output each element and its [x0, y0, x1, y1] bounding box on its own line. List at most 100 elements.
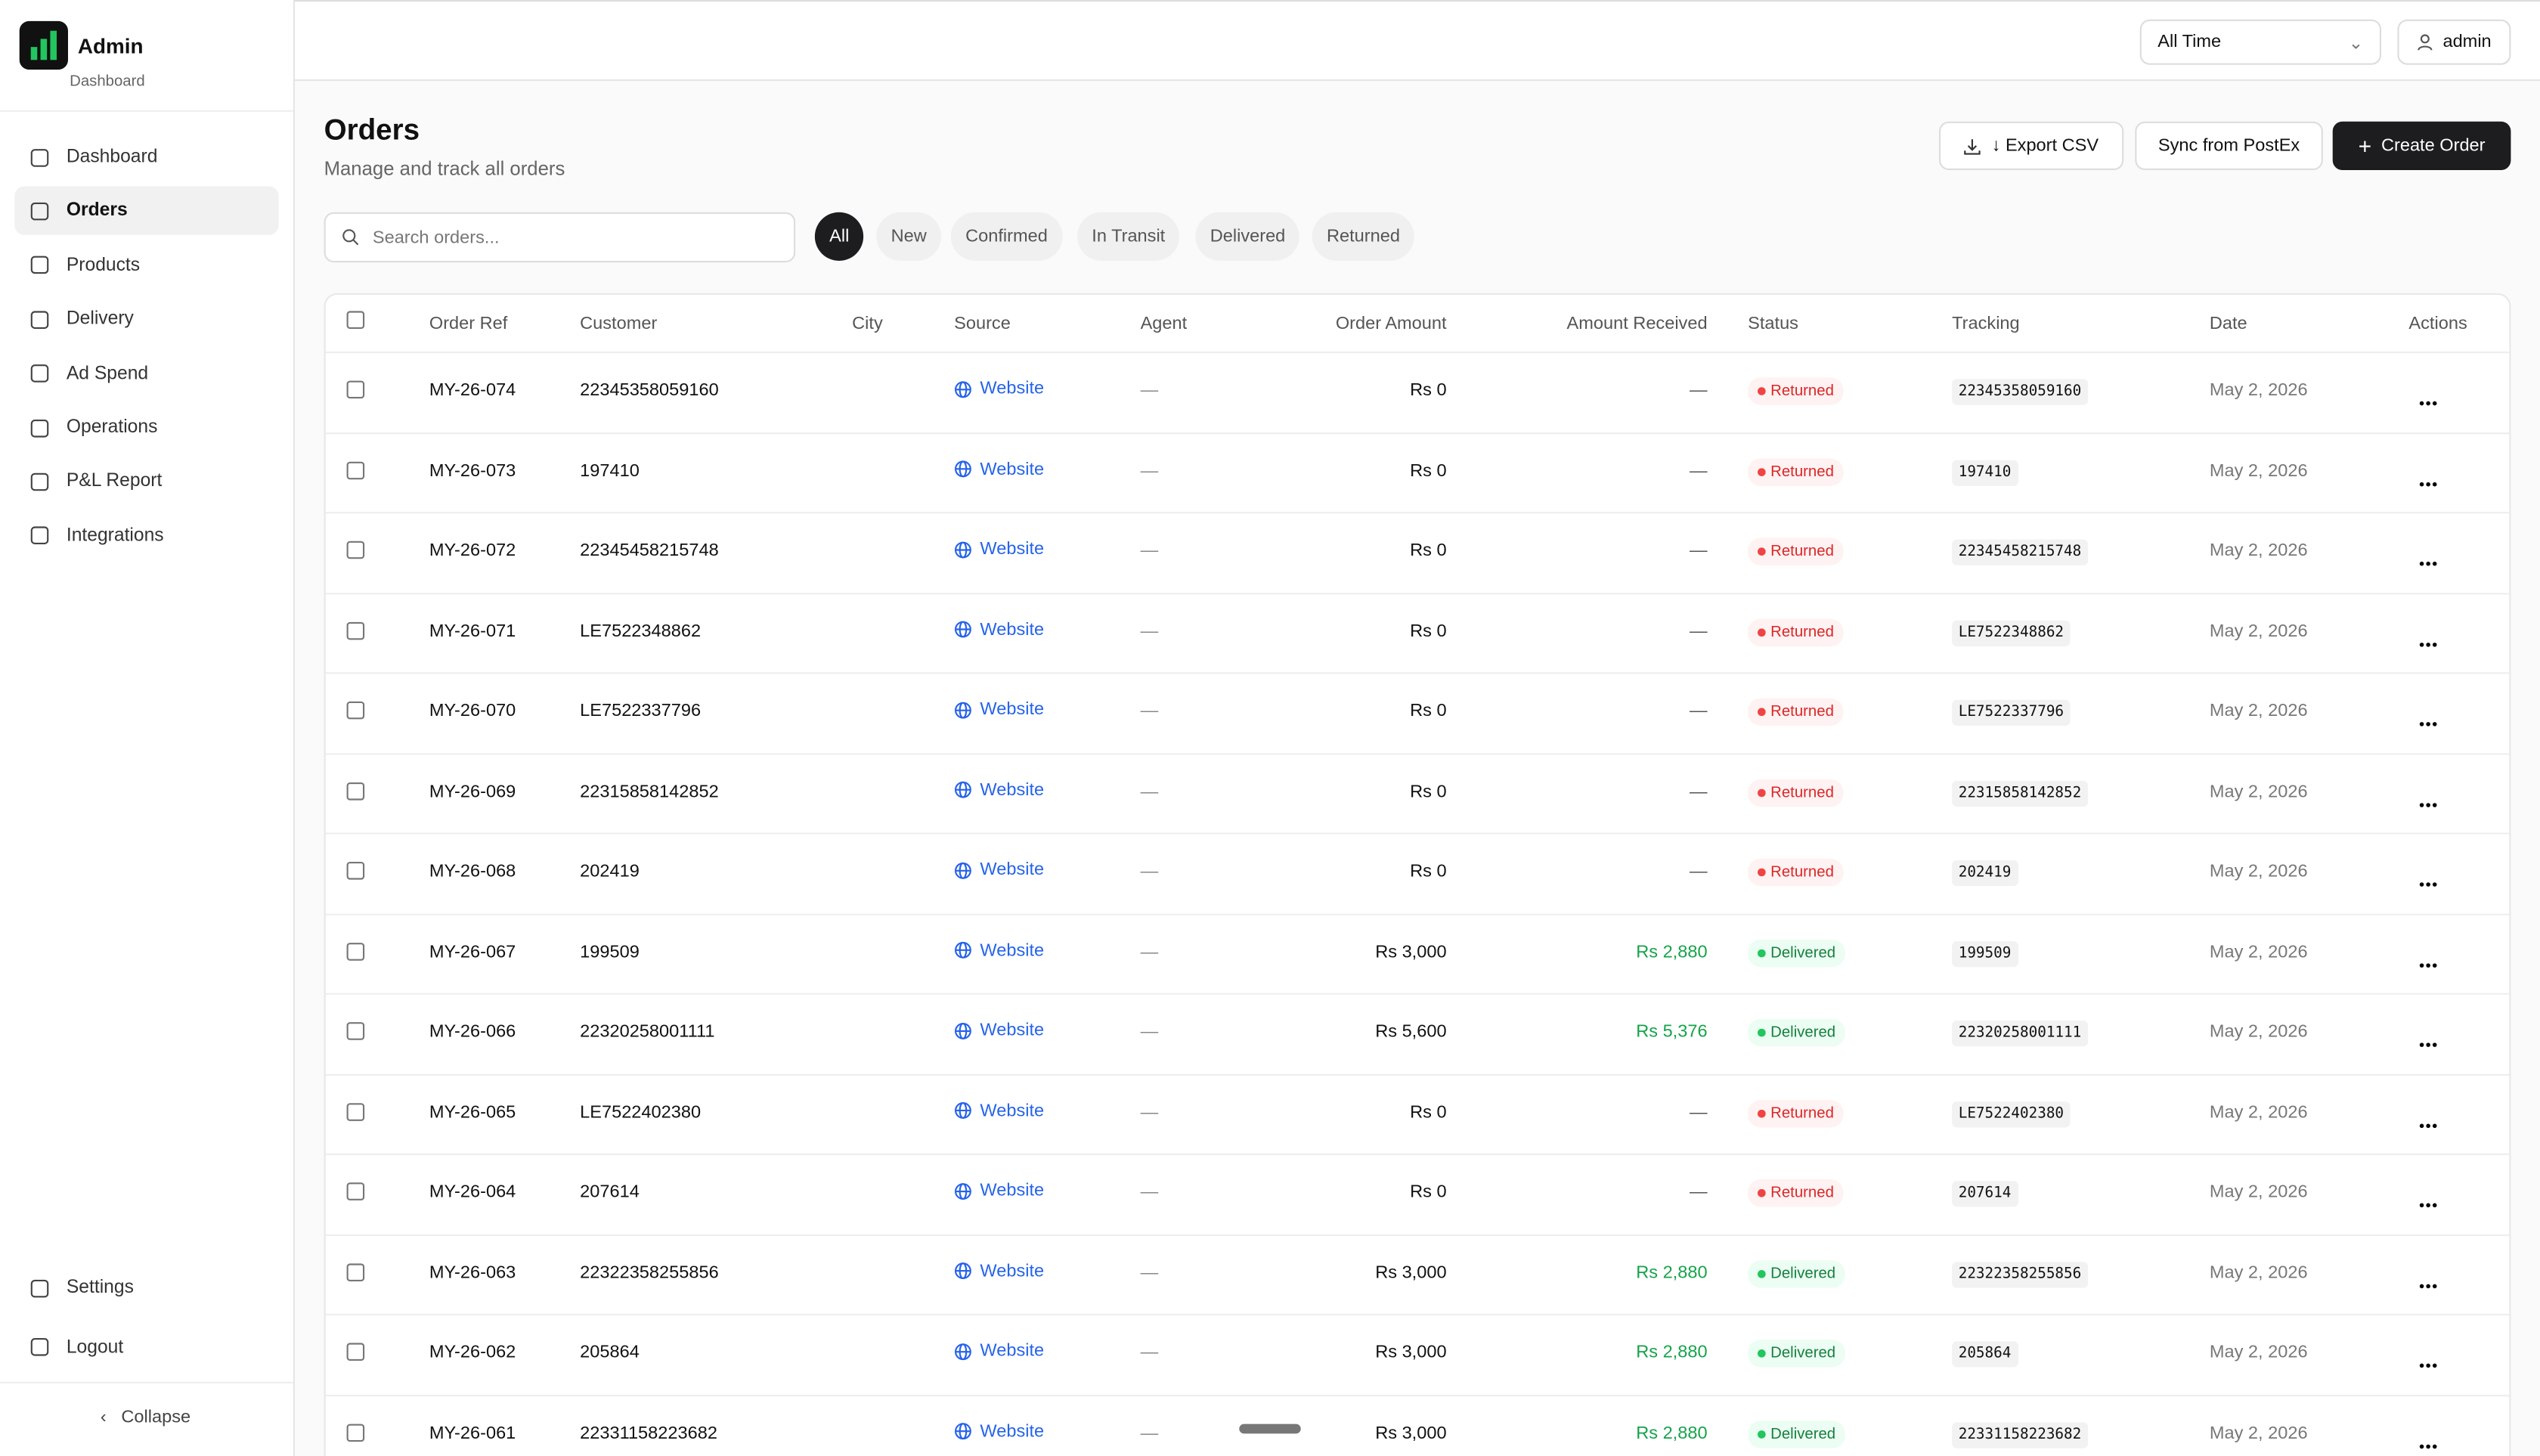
filter-tab[interactable]: New	[876, 212, 942, 261]
status-label: Delivered	[1770, 1024, 1836, 1042]
row-actions[interactable]	[2418, 626, 2438, 655]
nav-item[interactable]: P&L Report	[14, 457, 278, 506]
checkbox[interactable]	[346, 311, 365, 329]
filter-tab[interactable]: In Transit	[1077, 212, 1180, 261]
filter-tab[interactable]: All	[814, 212, 864, 261]
export-button[interactable]: ↓ Export CSV	[1939, 121, 2124, 170]
nav-item[interactable]: Orders	[14, 187, 279, 236]
order-amount: Rs 3,000	[1375, 942, 1447, 962]
source-label: Website	[980, 779, 1045, 800]
row-actions[interactable]	[2418, 386, 2438, 415]
sync-button[interactable]: Sync from PostEx	[2135, 121, 2323, 170]
checkbox[interactable]	[346, 701, 365, 720]
source-label: Website	[980, 1021, 1045, 1040]
collapse[interactable]: ‹ Collapse	[100, 1408, 191, 1427]
source[interactable]: Website	[954, 1261, 1044, 1281]
source[interactable]: Website	[954, 940, 1044, 960]
customer: 22331158223682	[580, 1423, 717, 1443]
source[interactable]: Website	[954, 460, 1044, 479]
nav-item[interactable]: Dashboard	[14, 133, 278, 181]
row-actions[interactable]	[2418, 1107, 2438, 1137]
row-actions[interactable]	[2418, 1188, 2438, 1217]
user-button[interactable]: admin	[2397, 19, 2511, 65]
row-actions[interactable]	[2418, 1027, 2438, 1057]
row-divider	[325, 912, 2510, 915]
checkbox[interactable]	[346, 460, 365, 479]
amount-received: —	[1690, 1102, 1708, 1122]
filter-tab[interactable]: Returned	[1312, 212, 1415, 261]
export-label: ↓ Export CSV	[1991, 136, 2099, 156]
source-label: Website	[980, 1101, 1045, 1120]
nav-item[interactable]: Ad Spend	[14, 349, 278, 398]
source[interactable]: Website	[954, 780, 1044, 800]
nav-item[interactable]: Settings	[14, 1263, 278, 1312]
checkbox[interactable]	[346, 1262, 365, 1281]
amount-received: Rs 2,880	[1636, 1262, 1708, 1283]
order-ref: MY-26-072	[429, 541, 516, 561]
row-actions[interactable]	[2418, 947, 2438, 977]
row-actions[interactable]	[2418, 866, 2438, 896]
nav-icon	[30, 472, 49, 491]
search-input[interactable]: Search orders...	[324, 212, 796, 263]
row-divider	[325, 1073, 2510, 1075]
customer: 207614	[580, 1182, 640, 1202]
row-actions[interactable]	[2418, 706, 2438, 736]
source[interactable]: Website	[954, 1101, 1044, 1120]
amount-received: —	[1690, 701, 1708, 721]
checkbox[interactable]	[346, 942, 365, 960]
range-select[interactable]: All Time ⌄	[2139, 19, 2381, 65]
status-badge: Returned	[1748, 377, 1844, 405]
nav-item[interactable]: Integrations	[14, 512, 278, 560]
source[interactable]: Website	[954, 1021, 1044, 1040]
agent: —	[1140, 460, 1159, 481]
order-ref: MY-26-068	[429, 862, 516, 881]
order-amount: Rs 0	[1410, 621, 1447, 641]
nav-item[interactable]: Delivery	[14, 295, 278, 343]
row-actions[interactable]	[2418, 1428, 2438, 1456]
status-label: Delivered	[1770, 943, 1836, 962]
row-actions[interactable]	[2418, 466, 2438, 495]
checkbox[interactable]	[346, 1343, 365, 1361]
create-button[interactable]: + Create Order	[2332, 121, 2511, 170]
checkbox[interactable]	[346, 1423, 365, 1442]
nav-label: Orders	[66, 201, 128, 221]
source[interactable]: Website	[954, 1341, 1044, 1361]
order-ref: MY-26-067	[429, 942, 516, 962]
nav-item[interactable]: Products	[14, 241, 278, 290]
row-divider	[325, 672, 2510, 674]
amount-received: —	[1690, 541, 1708, 561]
source[interactable]: Website	[954, 700, 1044, 719]
filter-tab[interactable]: Delivered	[1195, 212, 1300, 261]
checkbox[interactable]	[346, 1102, 365, 1120]
source-label: Website	[980, 1181, 1045, 1200]
source[interactable]: Website	[954, 540, 1044, 559]
source[interactable]: Website	[954, 1421, 1044, 1441]
tracking: 202419	[1952, 860, 2018, 887]
nav-item[interactable]: Operations	[14, 404, 278, 452]
source[interactable]: Website	[954, 860, 1044, 880]
row-actions[interactable]	[2418, 546, 2438, 575]
row-divider	[325, 1233, 2510, 1235]
column-header: Agent	[1140, 314, 1188, 334]
checkbox[interactable]	[346, 1022, 365, 1040]
row-actions[interactable]	[2418, 1268, 2438, 1297]
checkbox[interactable]	[346, 380, 365, 399]
checkbox[interactable]	[346, 781, 365, 800]
status-label: Returned	[1770, 542, 1834, 561]
checkbox[interactable]	[346, 1182, 365, 1200]
status-label: Returned	[1770, 863, 1834, 881]
filter-tab[interactable]: Confirmed	[950, 212, 1063, 261]
checkbox[interactable]	[346, 621, 365, 640]
row-actions[interactable]	[2418, 1348, 2438, 1377]
divider	[0, 1381, 293, 1383]
status-badge: Returned	[1748, 1179, 1844, 1207]
status-badge: Delivered	[1748, 1259, 1846, 1287]
source[interactable]: Website	[954, 379, 1044, 398]
source[interactable]: Website	[954, 620, 1044, 639]
agent: —	[1140, 1182, 1159, 1202]
checkbox[interactable]	[346, 862, 365, 880]
row-actions[interactable]	[2418, 786, 2438, 816]
source[interactable]: Website	[954, 1181, 1044, 1200]
checkbox[interactable]	[346, 541, 365, 559]
nav-item[interactable]: Logout	[14, 1323, 278, 1371]
